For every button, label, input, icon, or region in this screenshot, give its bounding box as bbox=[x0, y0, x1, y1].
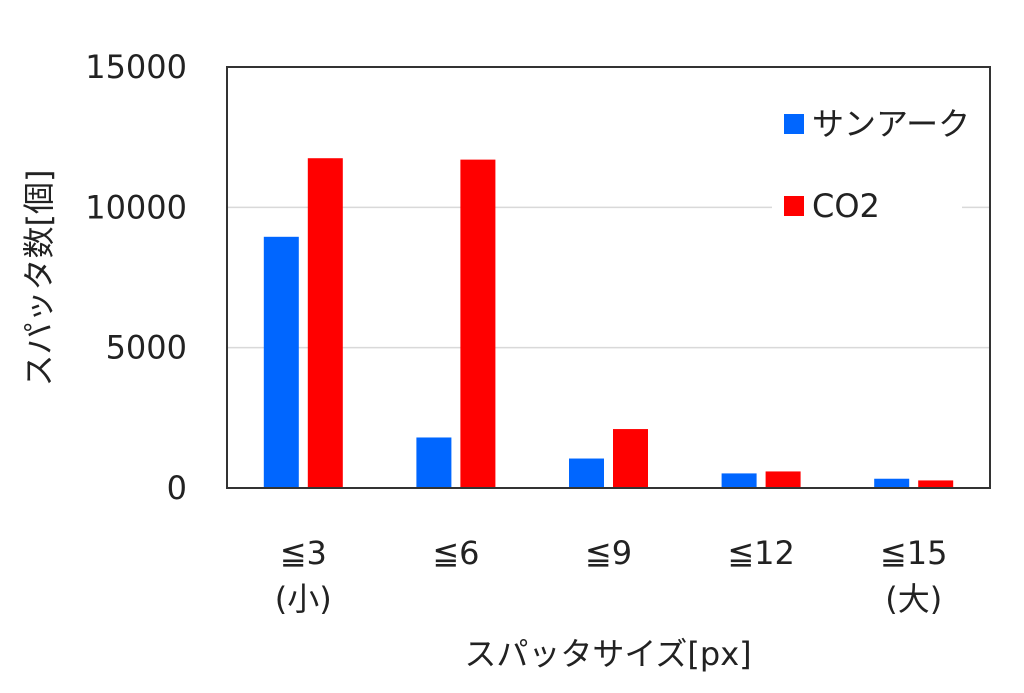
bar-co2 bbox=[613, 429, 648, 488]
x-tick-label: ≦6 bbox=[432, 534, 479, 572]
y-tick-label: 0 bbox=[167, 469, 187, 507]
y-tick-labels: 0 5000 10000 15000 bbox=[85, 48, 187, 507]
y-tick-label: 10000 bbox=[85, 188, 187, 226]
legend-label-sunarc: サンアーク bbox=[812, 105, 970, 143]
bars bbox=[263, 158, 954, 488]
bar-co2 bbox=[460, 159, 496, 488]
bar-sunarc bbox=[416, 437, 452, 488]
y-tick-label: 5000 bbox=[106, 329, 187, 367]
bar-sunarc bbox=[874, 478, 910, 488]
plot-frame bbox=[226, 66, 991, 489]
legend-swatch-co2 bbox=[784, 196, 804, 216]
x-tick-label: ≦15 bbox=[880, 534, 948, 572]
legend-label-co2: CO2 bbox=[812, 187, 880, 225]
bar-sunarc bbox=[569, 458, 604, 488]
x-tick-label: ≦9 bbox=[585, 534, 632, 572]
y-tick-label: 15000 bbox=[85, 48, 187, 86]
bar-sunarc bbox=[263, 236, 299, 488]
legend-swatch-sunarc bbox=[784, 114, 804, 134]
x-tick-sublabel: (大) bbox=[885, 580, 942, 618]
bar-co2 bbox=[918, 480, 954, 488]
x-tick-labels: ≦3 (小) ≦6 ≦9 ≦12 ≦15 (大) bbox=[275, 534, 948, 618]
x-axis-title: スパッタサイズ[px] bbox=[464, 635, 751, 673]
bar-sunarc bbox=[721, 473, 757, 488]
x-tick-label: ≦12 bbox=[727, 534, 795, 572]
x-tick-label: ≦3 bbox=[280, 534, 327, 572]
x-tick-sublabel: (小) bbox=[275, 580, 332, 618]
legend: サンアーク CO2 bbox=[772, 96, 970, 236]
y-axis-title: スパッタ数[個] bbox=[20, 170, 58, 387]
bar-co2 bbox=[307, 158, 343, 488]
bar-co2 bbox=[765, 471, 801, 488]
